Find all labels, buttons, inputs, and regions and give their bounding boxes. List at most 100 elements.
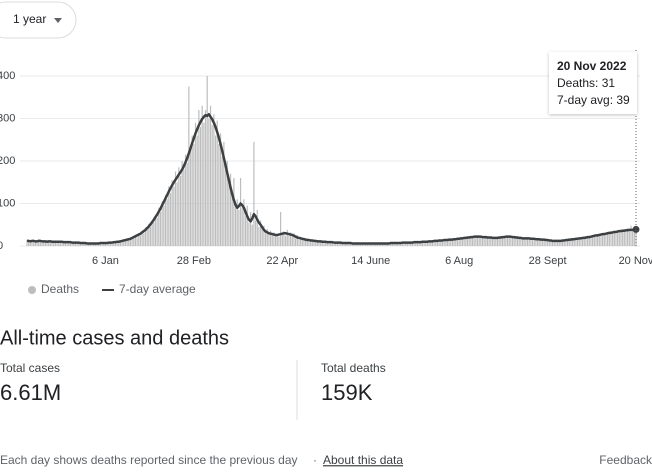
bar	[625, 231, 627, 246]
bar	[632, 230, 634, 246]
bar	[491, 238, 494, 246]
x-tick-label: 14 June	[351, 255, 390, 267]
bar	[308, 241, 310, 246]
bar	[535, 240, 537, 246]
bar	[169, 192, 172, 246]
bar	[595, 236, 597, 246]
bar	[460, 237, 462, 246]
bar	[179, 175, 182, 246]
bar	[358, 243, 360, 246]
bar	[238, 209, 240, 246]
bar	[618, 232, 620, 246]
bar	[597, 234, 599, 246]
bar	[183, 169, 185, 246]
bar	[64, 242, 66, 246]
bar	[366, 243, 368, 246]
bar	[119, 241, 122, 246]
bar	[236, 199, 238, 246]
tooltip-box	[549, 52, 637, 114]
bar	[348, 243, 350, 246]
bar	[306, 238, 308, 246]
bar	[228, 182, 230, 246]
bar	[295, 238, 297, 246]
bar	[573, 238, 575, 246]
bar	[438, 241, 440, 246]
bar	[316, 240, 318, 246]
bar	[470, 236, 472, 246]
bar	[376, 243, 378, 246]
bar	[526, 237, 529, 246]
bar	[96, 243, 98, 246]
bar	[627, 228, 629, 246]
bar	[365, 243, 367, 246]
bar	[563, 239, 565, 246]
bar	[285, 235, 287, 246]
bar	[305, 240, 307, 246]
bar	[209, 105, 212, 246]
bar	[450, 238, 452, 246]
bar	[463, 237, 465, 246]
bar	[254, 220, 257, 246]
bar	[583, 237, 585, 246]
bar	[148, 223, 150, 246]
bar	[385, 243, 387, 246]
bar	[411, 243, 414, 246]
bar	[213, 114, 215, 246]
range-dropdown[interactable]: 1 year	[0, 1, 77, 39]
bar	[330, 241, 332, 246]
bar	[435, 241, 437, 246]
bar	[221, 156, 223, 246]
dropdown-arrow[interactable]	[54, 18, 62, 23]
bar	[81, 243, 83, 246]
bar	[233, 178, 235, 246]
bar	[466, 236, 469, 246]
plot: 0 100 200 300 400 6 Jan 28 Feb 22 Apr 14 June 6 A…	[0, 70, 652, 267]
bar	[445, 240, 447, 246]
bar	[600, 233, 602, 246]
bar	[543, 238, 545, 246]
bar	[320, 240, 322, 246]
bar	[403, 242, 405, 246]
bar	[426, 240, 429, 246]
bar	[164, 195, 167, 246]
x-tick-label: 6 Jan	[92, 255, 119, 267]
bar	[78, 243, 80, 246]
bar	[541, 240, 544, 246]
bar	[381, 243, 383, 246]
bar	[465, 238, 467, 246]
bar	[253, 141, 255, 246]
bar	[602, 235, 604, 246]
bar	[311, 241, 313, 246]
stat-label: Total cases	[0, 361, 60, 375]
bar	[196, 135, 198, 246]
bar	[368, 243, 370, 246]
feedback-link[interactable]: Feedback	[599, 453, 652, 467]
bar	[478, 237, 480, 246]
bar	[290, 232, 292, 246]
bar	[151, 220, 153, 246]
bar	[325, 242, 327, 246]
bar	[396, 242, 399, 246]
bar	[168, 186, 170, 246]
dropdown-label[interactable]: 1 year	[13, 12, 46, 26]
bar	[425, 242, 427, 246]
bar	[258, 226, 260, 246]
bar	[441, 240, 444, 246]
bar	[456, 237, 459, 246]
bar	[607, 231, 609, 246]
bar	[296, 234, 298, 246]
bar	[91, 243, 93, 246]
bar	[184, 154, 187, 246]
about-link[interactable]: About this data	[323, 453, 403, 467]
bar	[483, 236, 485, 246]
bar	[461, 239, 464, 246]
bar	[516, 236, 519, 246]
bar	[615, 233, 617, 246]
bar	[418, 242, 420, 246]
bar	[398, 243, 400, 246]
dropdown-box[interactable]	[0, 1, 77, 39]
bar	[536, 238, 539, 246]
y-tick-label: 400	[0, 70, 15, 82]
bar	[303, 237, 305, 246]
bar	[513, 236, 515, 246]
